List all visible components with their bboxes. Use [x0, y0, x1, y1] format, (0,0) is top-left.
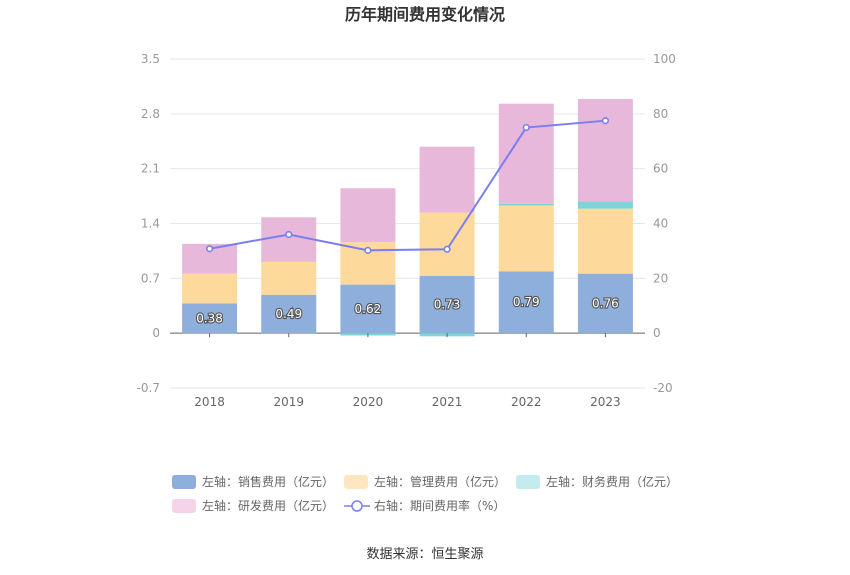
legend-swatch — [172, 475, 196, 489]
right-axis: -20 0 20 40 60 80 100 — [653, 52, 676, 395]
x-tick-label: 2023 — [590, 395, 621, 409]
right-tick-label: 40 — [653, 217, 668, 231]
left-tick-label: 3.5 — [141, 52, 160, 66]
right-tick-label: 60 — [653, 162, 668, 176]
bar-value-label: 0.73 — [434, 298, 461, 312]
x-axis: 2018 2019 2020 2021 2022 2023 — [194, 333, 621, 409]
legend-label: 左轴：管理费用（亿元） — [374, 474, 506, 489]
legend-label: 左轴：财务费用（亿元） — [546, 474, 678, 489]
left-tick-label: 0 — [152, 326, 160, 340]
x-tick-label: 2022 — [511, 395, 542, 409]
bar-segment — [261, 217, 317, 262]
bar-segment — [182, 273, 238, 304]
bar-segment — [577, 201, 633, 209]
expense-ratio-line — [205, 117, 610, 254]
bar-value-label: 0.79 — [513, 295, 540, 309]
bar-segment — [182, 303, 238, 334]
legend-label: 左轴：销售费用（亿元） — [202, 474, 334, 489]
ratio-point — [522, 123, 530, 132]
bar-segment — [261, 261, 317, 295]
left-tick-label: 2.8 — [141, 107, 160, 121]
bars: 0.38 0.49 0.62 0.73 0.79 0.76 — [182, 98, 633, 337]
right-tick-label: 100 — [653, 52, 676, 66]
x-tick-label: 2021 — [432, 395, 463, 409]
bar-segment — [577, 208, 633, 274]
legend-swatch — [516, 475, 540, 489]
legend-swatch — [344, 475, 368, 489]
ratio-point — [285, 230, 293, 239]
x-tick-label: 2019 — [273, 395, 304, 409]
bar-segment — [419, 275, 475, 334]
bar-segment — [261, 294, 317, 334]
right-tick-label: 20 — [653, 271, 668, 285]
source-note: 数据来源：恒生聚源 — [366, 547, 483, 562]
bar-segment — [419, 146, 475, 213]
bar-segment — [577, 98, 633, 202]
ratio-line-path — [209, 119, 606, 252]
bar-segment — [498, 271, 554, 334]
left-tick-label: -0.7 — [137, 381, 160, 395]
bar-value-label: 0.76 — [592, 296, 619, 310]
x-tick-label: 2018 — [194, 395, 225, 409]
bar-segment — [498, 205, 554, 272]
bar-segment — [340, 188, 396, 243]
bar-value-label: 0.62 — [355, 302, 382, 316]
x-tick-label: 2020 — [353, 395, 384, 409]
bar-value-label: 0.38 — [196, 311, 223, 325]
chart-title: 历年期间费用变化情况 — [345, 5, 505, 24]
left-axis: -0.7 0 0.7 1.4 2.1 2.8 3.5 — [137, 52, 160, 395]
bar-segment — [577, 273, 633, 334]
left-tick-label: 0.7 — [141, 271, 160, 285]
legend-swatch — [172, 499, 196, 513]
bar-segment — [498, 203, 554, 206]
right-tick-label: 80 — [653, 107, 668, 121]
legend-label: 左轴：研发费用（亿元） — [202, 498, 334, 513]
legend-label: 右轴：期间费用率（%） — [374, 498, 505, 513]
left-tick-label: 1.4 — [141, 217, 160, 231]
ratio-point — [443, 245, 451, 253]
ratio-point — [364, 246, 372, 254]
gridlines — [170, 58, 645, 389]
ratio-point — [205, 245, 214, 253]
right-tick-label: -20 — [653, 381, 673, 395]
bar-value-label: 0.49 — [275, 307, 302, 321]
right-tick-label: 0 — [653, 326, 661, 340]
left-tick-label: 2.1 — [141, 162, 160, 176]
legend: 左轴：销售费用（亿元） 左轴：管理费用（亿元） 左轴：财务费用（亿元） 左轴：研发费用… — [172, 474, 678, 513]
bar-segment — [419, 212, 475, 276]
legend-marker — [351, 500, 363, 512]
bar-segment — [340, 284, 396, 334]
bar-segment — [498, 103, 554, 204]
ratio-point — [601, 117, 610, 125]
